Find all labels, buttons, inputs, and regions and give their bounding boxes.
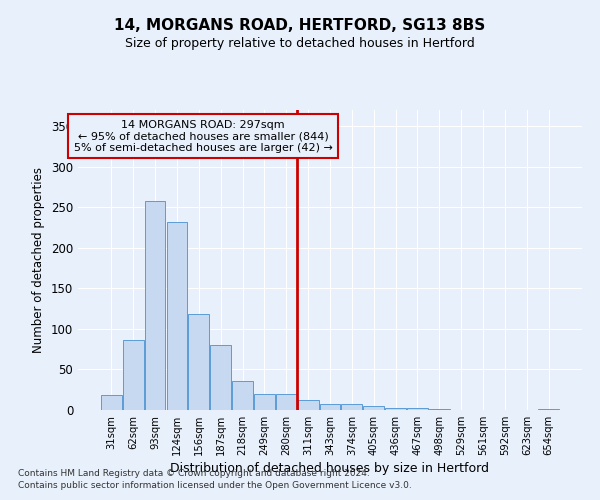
Bar: [145, 201, 166, 410]
Bar: [254, 394, 275, 410]
Bar: [298, 400, 319, 410]
Bar: [364, 406, 384, 410]
Bar: [538, 409, 559, 410]
Bar: [232, 381, 253, 410]
Text: 14, MORGANS ROAD, HERTFORD, SG13 8BS: 14, MORGANS ROAD, HERTFORD, SG13 8BS: [115, 18, 485, 32]
Text: Contains public sector information licensed under the Open Government Licence v3: Contains public sector information licen…: [18, 481, 412, 490]
Bar: [101, 396, 122, 410]
Bar: [210, 345, 231, 410]
Bar: [385, 408, 406, 410]
Bar: [123, 340, 143, 410]
Bar: [429, 409, 450, 410]
Text: Size of property relative to detached houses in Hertford: Size of property relative to detached ho…: [125, 38, 475, 51]
X-axis label: Distribution of detached houses by size in Hertford: Distribution of detached houses by size …: [170, 462, 490, 475]
Text: 14 MORGANS ROAD: 297sqm
← 95% of detached houses are smaller (844)
5% of semi-de: 14 MORGANS ROAD: 297sqm ← 95% of detache…: [74, 120, 332, 153]
Bar: [407, 408, 428, 410]
Bar: [276, 394, 296, 410]
Bar: [320, 404, 340, 410]
Bar: [341, 404, 362, 410]
Y-axis label: Number of detached properties: Number of detached properties: [32, 167, 46, 353]
Bar: [188, 314, 209, 410]
Text: Contains HM Land Registry data © Crown copyright and database right 2024.: Contains HM Land Registry data © Crown c…: [18, 468, 370, 477]
Bar: [167, 222, 187, 410]
